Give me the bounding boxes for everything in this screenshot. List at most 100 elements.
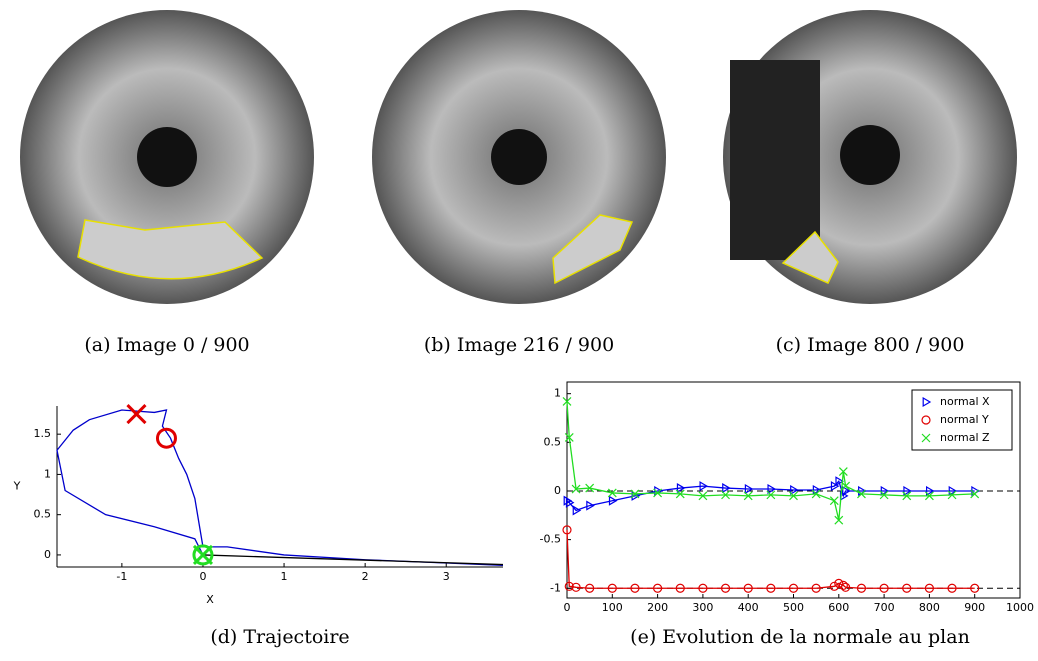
marker	[676, 483, 686, 494]
marker	[653, 488, 663, 498]
x-tick-label: 600	[828, 601, 849, 614]
x-tick-label: 800	[919, 601, 940, 614]
y-tick-label: 0	[44, 548, 51, 561]
x-tick-label: 200	[647, 601, 668, 614]
marker	[903, 485, 912, 497]
marker	[902, 583, 912, 593]
marker	[880, 485, 890, 497]
marker	[192, 544, 214, 565]
marker	[698, 491, 708, 501]
marker	[947, 583, 957, 593]
data-line	[566, 401, 975, 521]
data-line	[566, 529, 975, 589]
marker	[812, 484, 822, 496]
marker	[586, 500, 595, 511]
marker	[562, 397, 572, 406]
marker	[630, 583, 640, 593]
marker	[970, 489, 980, 499]
marker	[720, 583, 731, 593]
x-tick-label: 500	[783, 601, 804, 614]
marker	[607, 583, 617, 593]
x-tick-label: 300	[692, 601, 713, 614]
marker	[924, 491, 934, 501]
marker	[838, 580, 848, 590]
marker	[842, 485, 851, 497]
marker	[608, 495, 618, 506]
marker	[744, 483, 754, 495]
marker	[565, 497, 575, 508]
y-axis-label: Y	[13, 480, 21, 493]
x-axis-label: X	[206, 593, 214, 606]
x-tick-label: 900	[964, 601, 985, 614]
data-line	[202, 554, 504, 566]
legend-label: normal Z	[940, 431, 990, 444]
marker	[856, 583, 867, 593]
x-tick-label: 1	[281, 570, 288, 583]
marker	[675, 489, 685, 499]
caption: (e) Evolution de la normale au plan	[630, 626, 970, 648]
marker	[585, 483, 595, 493]
marker	[811, 489, 821, 499]
marker	[924, 583, 935, 593]
marker	[926, 485, 935, 497]
marker	[562, 525, 572, 535]
marker	[841, 481, 851, 491]
marker	[766, 583, 776, 593]
x-tick-label: 700	[874, 601, 895, 614]
marker	[811, 583, 821, 593]
fisheye-a	[20, 10, 314, 304]
x-tick-label: 3	[443, 570, 450, 583]
marker	[838, 467, 848, 476]
legend-label: normal X	[940, 395, 990, 408]
y-tick-label: 0.5	[544, 435, 562, 448]
marker	[921, 415, 931, 425]
marker	[879, 583, 889, 593]
marker	[721, 490, 730, 500]
x-tick-label: 2	[362, 570, 369, 583]
marker	[788, 583, 799, 593]
marker	[675, 583, 685, 593]
legend-label: normal Y	[940, 413, 989, 426]
marker	[835, 476, 844, 487]
marker	[834, 515, 844, 525]
marker	[743, 491, 753, 501]
marker	[790, 484, 799, 496]
data-line	[56, 409, 504, 567]
x-tick-label: 1000	[1006, 601, 1034, 614]
marker	[830, 481, 840, 492]
y-tick-label: 1	[554, 387, 561, 400]
x-tick-label: 0	[564, 601, 571, 614]
marker	[564, 581, 574, 591]
marker	[948, 485, 958, 497]
marker	[947, 490, 957, 500]
marker	[743, 583, 753, 593]
y-tick-label: -1	[550, 581, 561, 594]
marker	[126, 403, 147, 425]
marker	[585, 583, 595, 593]
marker	[879, 490, 889, 500]
marker	[607, 488, 617, 498]
marker	[766, 490, 776, 500]
marker	[922, 396, 932, 408]
fisheye-b	[372, 10, 666, 304]
marker	[630, 489, 640, 499]
y-tick-label: 0.5	[34, 508, 52, 521]
marker	[571, 582, 581, 592]
marker	[722, 483, 731, 494]
y-tick-label: -0.5	[540, 533, 561, 546]
marker	[192, 544, 214, 566]
marker	[857, 489, 866, 499]
marker	[970, 583, 980, 593]
y-tick-label: 0	[554, 484, 561, 497]
marker	[155, 427, 177, 449]
marker	[840, 582, 851, 592]
caption: (c) Image 800 / 900	[776, 334, 965, 356]
marker	[829, 496, 839, 506]
caption: (a) Image 0 / 900	[84, 334, 249, 356]
y-tick-label: 1	[44, 467, 51, 480]
marker	[572, 505, 582, 516]
marker	[564, 433, 574, 442]
marker	[767, 483, 777, 495]
x-tick-label: -1	[116, 570, 127, 583]
